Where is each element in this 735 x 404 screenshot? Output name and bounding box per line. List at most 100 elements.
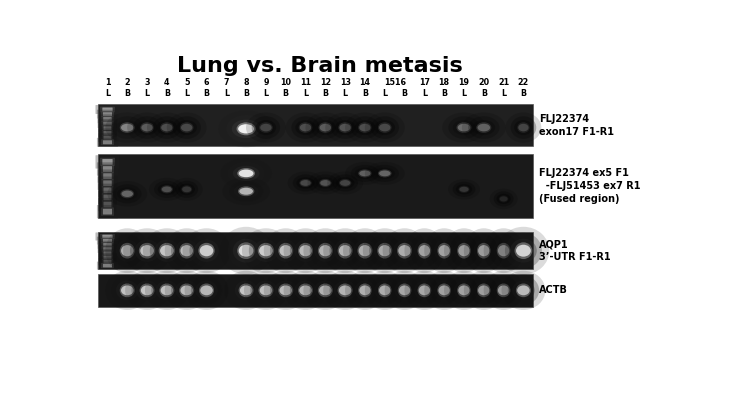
Ellipse shape [318,122,332,133]
Ellipse shape [125,271,169,310]
FancyBboxPatch shape [104,126,112,130]
Text: 11: 11 [300,78,311,87]
Text: 4: 4 [164,78,170,87]
Ellipse shape [279,245,292,256]
Ellipse shape [240,286,252,295]
FancyBboxPatch shape [98,198,117,211]
Ellipse shape [151,276,182,305]
Ellipse shape [456,184,472,194]
Ellipse shape [331,116,359,139]
Ellipse shape [516,245,531,257]
Ellipse shape [161,286,173,295]
Ellipse shape [453,240,474,262]
FancyBboxPatch shape [101,246,114,252]
Ellipse shape [141,286,154,295]
Ellipse shape [154,240,179,262]
Text: B: B [481,89,487,98]
Ellipse shape [359,124,370,131]
Ellipse shape [478,286,490,295]
Ellipse shape [314,240,337,262]
Ellipse shape [434,240,454,262]
Ellipse shape [375,120,395,135]
Ellipse shape [390,276,419,305]
Ellipse shape [229,181,263,202]
Ellipse shape [470,276,498,305]
Text: L: L [223,89,229,98]
FancyBboxPatch shape [102,107,112,112]
Ellipse shape [307,171,343,194]
Text: L: L [422,89,427,98]
FancyBboxPatch shape [98,232,534,269]
Ellipse shape [130,234,164,267]
FancyBboxPatch shape [97,138,118,147]
Ellipse shape [161,124,173,131]
Ellipse shape [496,194,511,204]
Ellipse shape [319,245,331,256]
Ellipse shape [359,286,370,295]
FancyBboxPatch shape [101,242,114,247]
Ellipse shape [298,243,313,259]
Ellipse shape [358,169,372,177]
Ellipse shape [410,276,439,305]
Ellipse shape [173,116,201,139]
Ellipse shape [316,177,334,189]
Ellipse shape [176,280,198,300]
FancyBboxPatch shape [101,259,113,264]
Ellipse shape [284,228,328,273]
Ellipse shape [237,242,255,259]
Ellipse shape [298,284,313,297]
Ellipse shape [233,166,259,181]
Text: 1: 1 [104,78,110,87]
Ellipse shape [359,245,371,256]
FancyBboxPatch shape [96,232,119,240]
Ellipse shape [334,280,356,300]
Ellipse shape [442,112,486,143]
Ellipse shape [318,284,333,297]
Ellipse shape [325,112,365,143]
Text: Lung vs. Brain metasis: Lung vs. Brain metasis [177,56,462,76]
Ellipse shape [505,233,542,269]
Ellipse shape [508,276,539,305]
Ellipse shape [370,165,399,182]
FancyBboxPatch shape [103,122,112,126]
Ellipse shape [232,120,260,138]
Ellipse shape [511,116,537,139]
FancyBboxPatch shape [103,140,112,144]
FancyBboxPatch shape [98,274,534,307]
Ellipse shape [190,234,223,267]
Ellipse shape [222,177,270,205]
Ellipse shape [459,286,470,295]
Text: 18: 18 [439,78,450,87]
Ellipse shape [254,240,279,262]
Ellipse shape [414,280,434,300]
Ellipse shape [149,178,184,201]
Text: 2: 2 [124,78,130,87]
Ellipse shape [462,112,506,143]
Ellipse shape [240,188,253,195]
Ellipse shape [304,228,347,273]
Ellipse shape [464,228,503,273]
Ellipse shape [299,286,312,295]
Ellipse shape [497,243,511,259]
Ellipse shape [279,284,293,297]
Ellipse shape [182,187,191,192]
Ellipse shape [196,280,218,300]
Ellipse shape [318,243,333,259]
FancyBboxPatch shape [101,186,113,194]
Text: L: L [184,89,190,98]
Ellipse shape [379,170,390,176]
Ellipse shape [258,243,274,259]
FancyBboxPatch shape [98,119,118,128]
Ellipse shape [424,228,464,273]
Ellipse shape [468,116,500,139]
Ellipse shape [259,245,273,256]
Ellipse shape [290,276,321,305]
Ellipse shape [251,116,280,139]
Ellipse shape [398,245,411,256]
Ellipse shape [309,234,341,267]
FancyBboxPatch shape [103,173,112,179]
Ellipse shape [493,280,514,300]
FancyBboxPatch shape [98,169,118,183]
FancyBboxPatch shape [98,257,117,265]
Ellipse shape [490,276,518,305]
